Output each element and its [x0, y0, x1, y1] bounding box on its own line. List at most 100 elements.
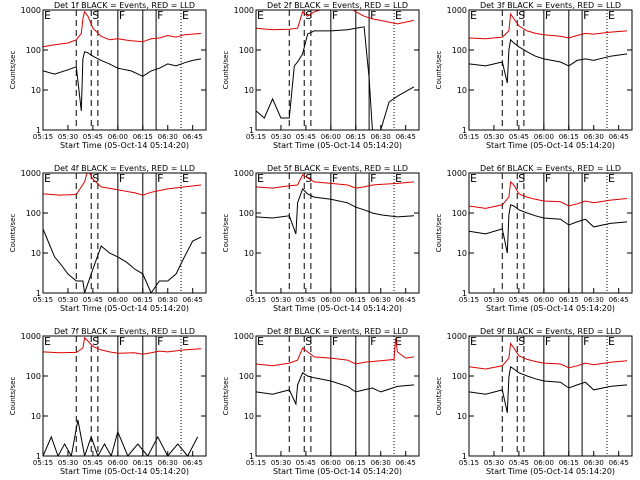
x-tick-label: 06:30 — [158, 459, 178, 467]
event-marker-label: E — [608, 335, 615, 348]
event-marker-label: F — [370, 335, 376, 348]
y-tick-label: 1000 — [234, 332, 254, 341]
event-marker-label: S — [518, 9, 525, 22]
y-tick-label: 100 — [239, 372, 254, 381]
y-tick-label: 1 — [462, 452, 467, 461]
x-tick-label: 05:45 — [296, 459, 316, 467]
y-axis-label: Counts/sec — [9, 51, 17, 90]
x-tick-label: 06:30 — [371, 459, 391, 467]
y-tick-label: 1000 — [234, 169, 254, 178]
x-tick-label: 05:15 — [459, 133, 479, 141]
events-series-line — [469, 38, 628, 84]
event-marker-label: F — [583, 172, 589, 185]
x-tick-label: 06:15 — [346, 296, 366, 304]
panel-title: Det 6f BLACK = Events, RED = LLD — [480, 164, 621, 173]
event-marker-label: F — [583, 335, 589, 348]
event-marker-label: E — [257, 335, 264, 348]
y-axis-label: Counts/sec — [222, 51, 230, 90]
x-tick-label: 06:00 — [321, 459, 341, 467]
lld-series-line — [469, 180, 628, 209]
panel-title: Det 8f BLACK = Events, RED = LLD — [267, 327, 408, 336]
x-tick-label: 05:15 — [33, 459, 53, 467]
event-marker-label: F — [332, 335, 338, 348]
x-tick-label: 05:15 — [246, 133, 266, 141]
lld-series-line — [469, 12, 628, 40]
plot-frame — [468, 172, 633, 294]
x-tick-label: 06:15 — [133, 459, 153, 467]
events-series-line — [43, 228, 202, 293]
event-marker-label: F — [332, 9, 338, 22]
event-marker-label: S — [92, 9, 99, 22]
event-marker-label: E — [182, 9, 189, 22]
y-tick-label: 100 — [26, 209, 41, 218]
y-axis-label: Counts/sec — [222, 214, 230, 253]
x-tick-label: 05:30 — [58, 296, 78, 304]
event-marker-label: S — [92, 172, 99, 185]
x-axis-label: Start Time (05-Oct-14 05:14:20) — [486, 467, 615, 476]
x-tick-label: 05:15 — [33, 133, 53, 141]
x-tick-label: 06:00 — [534, 133, 554, 141]
x-tick-label: 05:45 — [83, 296, 103, 304]
x-tick-label: 05:45 — [83, 459, 103, 467]
x-tick-label: 05:30 — [271, 459, 291, 467]
x-tick-label: 05:30 — [484, 296, 504, 304]
y-axis-label: Counts/sec — [435, 51, 443, 90]
y-tick-label: 10 — [31, 412, 41, 421]
event-marker-label: E — [182, 335, 189, 348]
plot-frame — [42, 335, 207, 457]
lld-series-line — [43, 173, 202, 196]
event-marker-label: E — [395, 335, 402, 348]
y-tick-label: 1000 — [21, 332, 41, 341]
x-tick-label: 06:45 — [396, 296, 416, 304]
y-tick-label: 1000 — [21, 169, 41, 178]
event-marker-label: E — [395, 172, 402, 185]
y-tick-label: 10 — [244, 249, 254, 258]
plot-frame — [468, 335, 633, 457]
lld-series-line — [43, 336, 202, 355]
x-tick-label: 06:30 — [371, 133, 391, 141]
x-axis-label: Start Time (05-Oct-14 05:14:20) — [273, 141, 402, 150]
y-axis-label: Counts/sec — [435, 377, 443, 416]
lld-series-line — [256, 174, 415, 189]
x-tick-label: 06:45 — [609, 459, 629, 467]
x-axis-label: Start Time (05-Oct-14 05:14:20) — [273, 467, 402, 476]
panel-title: Det 7f BLACK = Events, RED = LLD — [54, 327, 195, 336]
panel-title: Det 5f BLACK = Events, RED = LLD — [267, 164, 408, 173]
y-tick-label: 100 — [239, 209, 254, 218]
x-axis-label: Start Time (05-Oct-14 05:14:20) — [60, 467, 189, 476]
y-tick-label: 10 — [457, 412, 467, 421]
event-marker-label: E — [470, 9, 477, 22]
y-tick-label: 1 — [249, 126, 254, 135]
x-tick-label: 06:45 — [183, 459, 203, 467]
x-tick-label: 05:30 — [271, 133, 291, 141]
events-series-line — [43, 419, 199, 456]
y-tick-label: 1000 — [447, 6, 467, 15]
panel-title: Det 9f BLACK = Events, RED = LLD — [480, 327, 621, 336]
x-axis-label: Start Time (05-Oct-14 05:14:20) — [486, 304, 615, 313]
panel-title: Det 3f BLACK = Events, RED = LLD — [480, 1, 621, 10]
plot-frame — [468, 9, 633, 131]
x-tick-label: 06:00 — [321, 133, 341, 141]
x-tick-label: 05:30 — [484, 459, 504, 467]
x-tick-label: 05:45 — [509, 133, 529, 141]
event-marker-label: S — [518, 172, 525, 185]
event-marker-label: E — [44, 172, 51, 185]
y-tick-label: 100 — [452, 209, 467, 218]
x-tick-label: 06:15 — [559, 133, 579, 141]
events-series-line — [256, 26, 415, 130]
y-tick-label: 100 — [452, 372, 467, 381]
x-tick-label: 05:45 — [509, 459, 529, 467]
plot-frame — [255, 335, 420, 457]
y-axis-label: Counts/sec — [9, 377, 17, 416]
y-tick-label: 10 — [244, 412, 254, 421]
y-axis-label: Counts/sec — [222, 377, 230, 416]
event-marker-label: F — [332, 172, 338, 185]
x-tick-label: 06:00 — [534, 459, 554, 467]
